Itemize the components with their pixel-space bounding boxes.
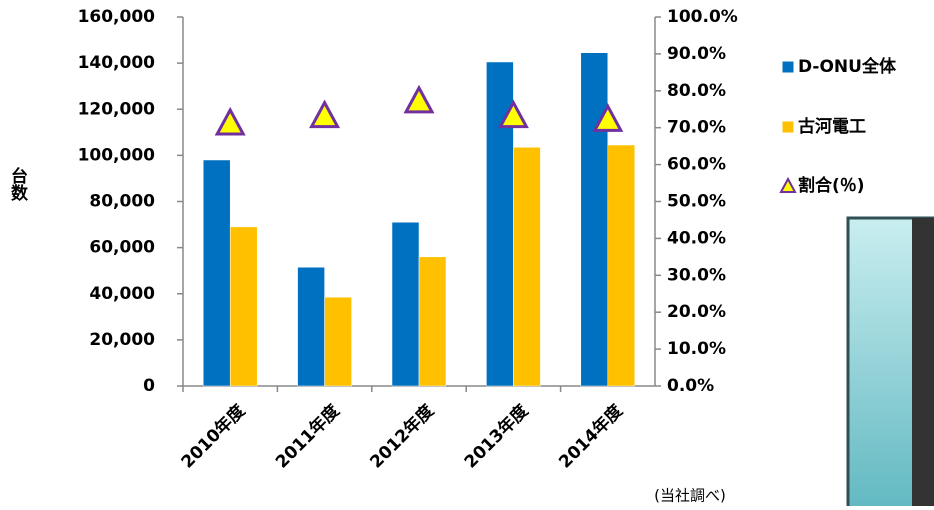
y2-tick-label: 80.0%	[667, 81, 726, 101]
y-tick-label: 80,000	[89, 192, 155, 212]
legend-swatch	[781, 60, 795, 74]
y2-tick-label: 100.0%	[667, 7, 738, 27]
y-tick-label: 100,000	[78, 145, 156, 165]
bar	[297, 266, 325, 387]
y-tick-label: 120,000	[78, 99, 156, 119]
legend-label: 古河電工	[798, 116, 866, 137]
legend-marker	[779, 176, 797, 193]
y2-tick-label: 20.0%	[667, 302, 726, 322]
y2-tick-label: 0.0%	[667, 376, 714, 396]
ratio-marker	[214, 106, 246, 136]
legend-label: D-ONU全体	[798, 56, 897, 77]
ratio-marker	[592, 103, 624, 132]
x-tick-label: 2010年度	[177, 400, 250, 473]
y2-tick-label: 40.0%	[667, 228, 726, 248]
y2-tick-label: 50.0%	[667, 192, 726, 212]
y-axis-label: 台数	[7, 166, 28, 202]
x-tick-label: 2012年度	[366, 400, 439, 473]
ratio-marker	[403, 84, 435, 114]
note: (当社調べ)	[654, 487, 726, 505]
bar	[391, 222, 420, 387]
bar	[580, 52, 609, 387]
y-tick-label: 40,000	[89, 284, 155, 304]
legend-label: 割合(％)	[798, 175, 865, 196]
bar	[202, 159, 231, 387]
ratio-marker	[309, 99, 341, 129]
x-tick-label: 2013年度	[460, 400, 533, 473]
ratio-marker	[497, 99, 529, 129]
y2-tick-label: 10.0%	[667, 339, 726, 359]
y-tick-label: 0	[143, 376, 155, 396]
bar	[324, 296, 352, 387]
bar	[607, 144, 636, 387]
y2-tick-label: 60.0%	[667, 155, 726, 175]
legend-swatch	[781, 120, 795, 134]
y-tick-label: 160,000	[78, 7, 156, 27]
y-tick-label: 20,000	[89, 330, 155, 350]
bar	[418, 256, 447, 387]
decor-edge	[912, 218, 934, 506]
x-tick-label: 2014年度	[555, 400, 628, 473]
y-tick-label: 60,000	[89, 238, 155, 258]
bar	[229, 226, 258, 387]
x-tick-label: 2011年度	[271, 400, 344, 473]
bar	[513, 147, 541, 387]
y-tick-label: 140,000	[78, 53, 156, 73]
y2-tick-label: 90.0%	[667, 44, 726, 64]
y2-tick-label: 70.0%	[667, 118, 726, 138]
y2-tick-label: 30.0%	[667, 265, 726, 285]
